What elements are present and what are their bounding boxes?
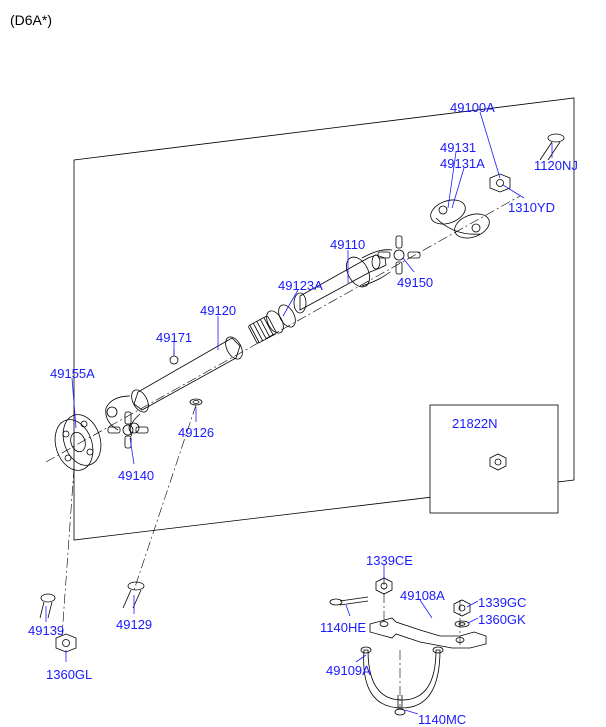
tube-49120 xyxy=(106,334,246,436)
bolt-49129 xyxy=(123,582,144,608)
part-label-49139: 49139 xyxy=(28,623,64,638)
part-label-21822n: 21822N xyxy=(452,416,498,431)
part-label-49171: 49171 xyxy=(156,330,192,345)
part-label-1310yd: 1310YD xyxy=(508,200,555,215)
part-label-49126: 49126 xyxy=(178,425,214,440)
part-label-49131a: 49131A xyxy=(440,156,485,171)
part-label-49123a: 49123A xyxy=(278,278,323,293)
part-label-1360gl: 1360GL xyxy=(46,667,92,682)
part-label-49110: 49110 xyxy=(330,237,365,252)
part-label-49100a: 49100A xyxy=(450,100,495,115)
nut-1339gc xyxy=(454,600,470,616)
washer-1360gk xyxy=(455,621,469,627)
part-label-49131: 49131 xyxy=(440,140,476,155)
bolt-49139 xyxy=(40,594,55,618)
seal-49123a xyxy=(248,302,299,344)
part-label-49109a: 49109A xyxy=(326,663,371,678)
part-label-49129: 49129 xyxy=(116,617,152,632)
part-label-49155a: 49155A xyxy=(50,366,95,381)
washer-49126 xyxy=(190,399,202,405)
axis-line-flange-bolt xyxy=(62,468,74,636)
part-label-49150: 49150 xyxy=(397,275,433,290)
part-label-49120: 49120 xyxy=(200,303,236,318)
spider-49140 xyxy=(108,412,148,448)
part-label-1360gk: 1360GK xyxy=(478,612,526,627)
part-label-49108a: 49108A xyxy=(400,588,445,603)
part-label-1339gc: 1339GC xyxy=(478,595,526,610)
part-label-49140: 49140 xyxy=(118,468,154,483)
part-label-1339ce: 1339CE xyxy=(366,553,413,568)
flange-49155a xyxy=(49,410,107,476)
part-label-1140mc: 1140MC xyxy=(418,712,466,727)
part-label-1120nj: 1120NJ xyxy=(534,158,578,173)
part-label-1140he: 1140HE xyxy=(320,620,366,635)
spider-49150 xyxy=(378,236,420,274)
yoke-49131 xyxy=(427,196,492,243)
bolt-1140he xyxy=(330,597,368,605)
